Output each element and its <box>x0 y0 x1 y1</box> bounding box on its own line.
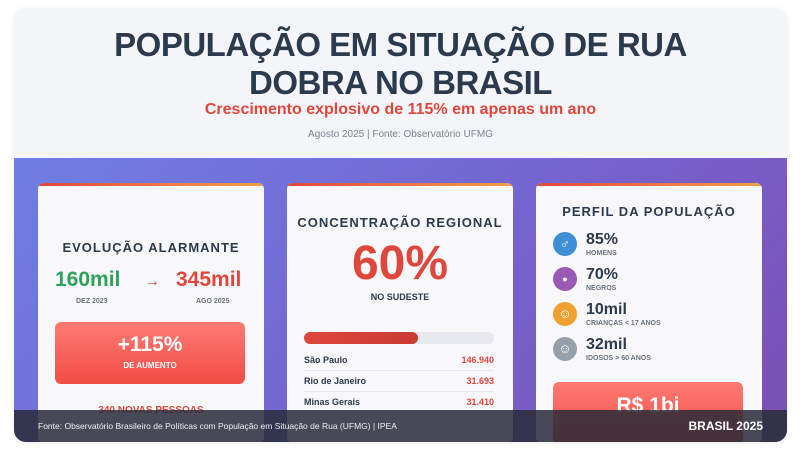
profile-label: HOMENS <box>586 250 617 257</box>
evolution-card: EVOLUÇÃO ALARMANTE 160mil DEZ 2023 → 345… <box>38 183 264 442</box>
infographic: POPULAÇÃO EM SITUAÇÃO DE RUA DOBRA NO BR… <box>14 8 787 442</box>
increase-box: +115% DE AUMENTO <box>55 322 245 384</box>
regional-percent: 60% <box>351 237 449 290</box>
child-face-icon: ☺ <box>553 302 577 326</box>
regional-title: CONCENTRAÇÃO REGIONAL <box>297 215 503 230</box>
dateline: Agosto 2025 | Fonte: Observatório UFMG <box>308 129 493 140</box>
profile-label: NEGROS <box>586 285 617 292</box>
list-item: Rio de Janeiro 31.693 <box>304 371 494 392</box>
list-item: São Paulo 146.940 <box>304 350 494 371</box>
profile-card: PERFIL DA POPULAÇÃO ♂ 85% HOMENS ● 70% N… <box>536 183 762 442</box>
from-label: DEZ 2023 <box>76 298 108 305</box>
evolution-title: EVOLUÇÃO ALARMANTE <box>62 240 240 255</box>
profile-label: CRIANÇAS < 17 ANOS <box>586 320 661 327</box>
state-list: São Paulo 146.940 Rio de Janeiro 31.693 … <box>304 350 494 413</box>
state-value: 31.693 <box>466 376 494 386</box>
increase-label: DE AUMENTO <box>123 361 177 370</box>
profile-label: IDOSOS > 60 ANOS <box>586 355 651 362</box>
dot-icon: ● <box>553 267 577 291</box>
regional-progress-fill <box>304 332 418 344</box>
page-subtitle: Crescimento explosivo de 115% em apenas … <box>204 101 597 118</box>
profile-item-elderly: ☺ 32mil IDOSOS > 60 ANOS <box>553 336 743 366</box>
profile-item-men: ♂ 85% HOMENS <box>553 231 743 261</box>
footer-bar: Fonte: Observatório Brasileiro de Políti… <box>14 410 787 442</box>
state-value: 146.940 <box>461 355 494 365</box>
to-label: AGO 2025 <box>196 298 230 305</box>
state-value: 31.410 <box>466 397 494 407</box>
state-name: São Paulo <box>304 355 348 365</box>
regional-card: CONCENTRAÇÃO REGIONAL 60% NO SUDESTE São… <box>287 183 513 442</box>
state-name: Rio de Janeiro <box>304 376 367 386</box>
regional-percent-label: NO SUDESTE <box>370 292 430 302</box>
footer-brand: BRASIL 2025 <box>688 419 763 433</box>
from-value: 160mil <box>55 268 121 291</box>
profile-value: 32mil <box>586 336 627 353</box>
increase-value: +115% <box>117 333 183 356</box>
profile-item-black: ● 70% NEGROS <box>553 266 743 296</box>
regional-progress-bar <box>304 332 494 344</box>
male-icon: ♂ <box>553 232 577 256</box>
state-name: Minas Gerais <box>304 397 361 407</box>
footer-source: Fonte: Observatório Brasileiro de Políti… <box>38 421 397 431</box>
elder-face-icon: ☺ <box>553 337 577 361</box>
header: POPULAÇÃO EM SITUAÇÃO DE RUA DOBRA NO BR… <box>14 8 787 158</box>
arrow-right-icon: → <box>144 273 160 290</box>
page-title: POPULAÇÃO EM SITUAÇÃO DE RUA DOBRA NO BR… <box>114 26 687 101</box>
to-value: 345mil <box>176 268 242 291</box>
profile-title: PERFIL DA POPULAÇÃO <box>562 204 736 219</box>
profile-item-children: ☺ 10mil CRIANÇAS < 17 ANOS <box>553 301 743 331</box>
hero-panel: EVOLUÇÃO ALARMANTE 160mil DEZ 2023 → 345… <box>14 158 787 442</box>
profile-value: 70% <box>586 266 619 283</box>
evolution-compare: 160mil DEZ 2023 → 345mil AGO 2025 <box>38 268 264 318</box>
profile-value: 85% <box>586 231 619 248</box>
profile-value: 10mil <box>586 301 627 318</box>
